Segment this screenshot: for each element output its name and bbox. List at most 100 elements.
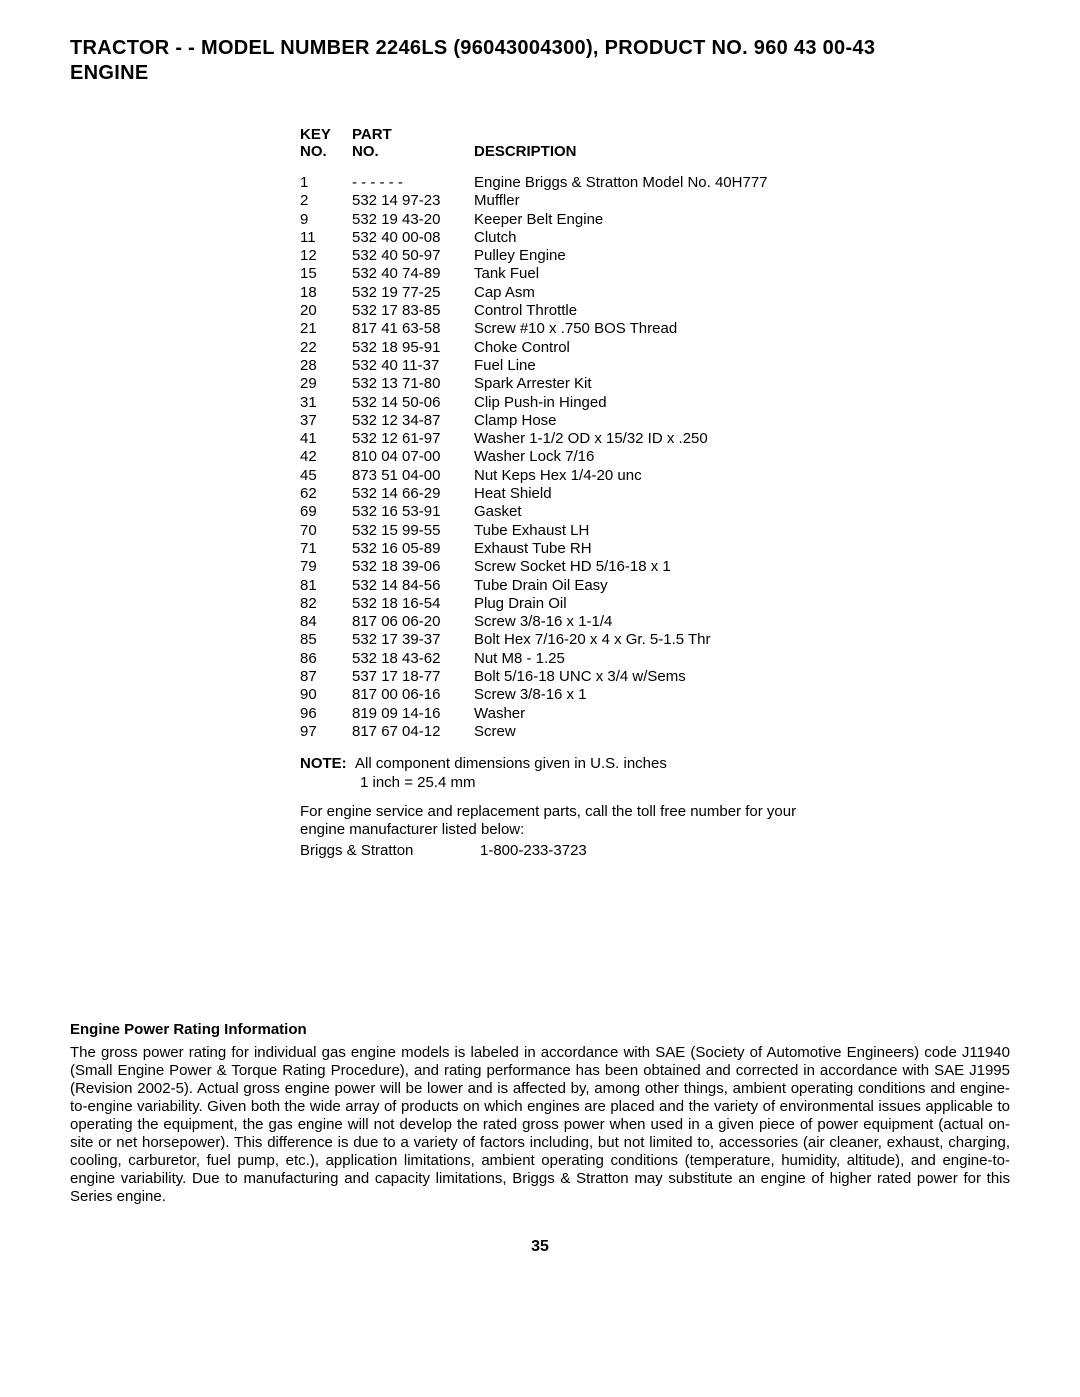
cell-key: 31 bbox=[300, 394, 352, 412]
cell-key: 82 bbox=[300, 595, 352, 613]
cell-part: 532 13 71-80 bbox=[352, 375, 474, 393]
table-row: 87537 17 18-77Bolt 5/16-18 UNC x 3/4 w/S… bbox=[300, 668, 800, 686]
table-row: 69532 16 53-91Gasket bbox=[300, 503, 800, 521]
table-row: 12532 40 50-97Pulley Engine bbox=[300, 247, 800, 265]
cell-part: 532 14 66-29 bbox=[352, 485, 474, 503]
cell-desc: Screw 3/8-16 x 1-1/4 bbox=[474, 613, 800, 631]
cell-key: 84 bbox=[300, 613, 352, 631]
cell-desc: Tube Exhaust LH bbox=[474, 522, 800, 540]
cell-part: 532 17 39-37 bbox=[352, 631, 474, 649]
service-brand: Briggs & Stratton bbox=[300, 842, 480, 861]
cell-desc: Muffler bbox=[474, 192, 800, 210]
cell-desc: Nut Keps Hex 1/4-20 unc bbox=[474, 467, 800, 485]
cell-part: 532 14 97-23 bbox=[352, 192, 474, 210]
cell-key: 97 bbox=[300, 723, 352, 741]
title-line-2: ENGINE bbox=[70, 62, 148, 84]
cell-part: 532 40 50-97 bbox=[352, 247, 474, 265]
cell-key: 96 bbox=[300, 705, 352, 723]
cell-key: 69 bbox=[300, 503, 352, 521]
cell-part: 819 09 14-16 bbox=[352, 705, 474, 723]
cell-part: 817 06 06-20 bbox=[352, 613, 474, 631]
cell-part: 532 15 99-55 bbox=[352, 522, 474, 540]
cell-part: 532 40 74-89 bbox=[352, 265, 474, 283]
cell-desc: Exhaust Tube RH bbox=[474, 540, 800, 558]
cell-part: 532 18 95-91 bbox=[352, 339, 474, 357]
table-row: 37532 12 34-87Clamp Hose bbox=[300, 412, 800, 430]
cell-desc: Washer bbox=[474, 705, 800, 723]
cell-part: 537 17 18-77 bbox=[352, 668, 474, 686]
cell-desc: Gasket bbox=[474, 503, 800, 521]
cell-desc: Washer Lock 7/16 bbox=[474, 448, 800, 466]
cell-key: 15 bbox=[300, 265, 352, 283]
cell-desc: Screw Socket HD 5/16-18 x 1 bbox=[474, 558, 800, 576]
cell-key: 85 bbox=[300, 631, 352, 649]
cell-part: 873 51 04-00 bbox=[352, 467, 474, 485]
cell-desc: Washer 1-1/2 OD x 15/32 ID x .250 bbox=[474, 430, 800, 448]
table-row: 41532 12 61-97Washer 1-1/2 OD x 15/32 ID… bbox=[300, 430, 800, 448]
cell-desc: Clamp Hose bbox=[474, 412, 800, 430]
note-block: NOTE: All component dimensions given in … bbox=[300, 755, 800, 793]
table-row: 1- - - - - -Engine Briggs & Stratton Mod… bbox=[300, 174, 800, 192]
cell-desc: Screw #10 x .750 BOS Thread bbox=[474, 320, 800, 338]
cell-key: 37 bbox=[300, 412, 352, 430]
cell-key: 41 bbox=[300, 430, 352, 448]
page-title: TRACTOR - - MODEL NUMBER 2246LS (9604300… bbox=[70, 36, 1010, 86]
note-line-2: 1 inch = 25.4 mm bbox=[360, 774, 475, 791]
cell-desc: Screw 3/8-16 x 1 bbox=[474, 686, 800, 704]
table-row: 82532 18 16-54Plug Drain Oil bbox=[300, 595, 800, 613]
cell-desc: Tank Fuel bbox=[474, 265, 800, 283]
cell-part: 817 00 06-16 bbox=[352, 686, 474, 704]
cell-desc: Choke Control bbox=[474, 339, 800, 357]
cell-desc: Nut M8 - 1.25 bbox=[474, 650, 800, 668]
cell-part: 532 14 50-06 bbox=[352, 394, 474, 412]
cell-desc: Pulley Engine bbox=[474, 247, 800, 265]
table-row: 18532 19 77-25Cap Asm bbox=[300, 284, 800, 302]
cell-part: 532 40 11-37 bbox=[352, 357, 474, 375]
cell-part: 532 19 77-25 bbox=[352, 284, 474, 302]
table-row: 42810 04 07-00Washer Lock 7/16 bbox=[300, 448, 800, 466]
cell-key: 18 bbox=[300, 284, 352, 302]
table-row: 62532 14 66-29Heat Shield bbox=[300, 485, 800, 503]
cell-part: - - - - - - bbox=[352, 174, 474, 192]
power-rating-block: Engine Power Rating Information The gros… bbox=[70, 1021, 1010, 1206]
cell-key: 22 bbox=[300, 339, 352, 357]
power-rating-text: The gross power rating for individual ga… bbox=[70, 1044, 1010, 1206]
parts-table: KEYNO. PARTNO. DESCRIPTION 1- - - - - -E… bbox=[300, 126, 800, 741]
cell-part: 532 17 83-85 bbox=[352, 302, 474, 320]
table-row: 79532 18 39-06Screw Socket HD 5/16-18 x … bbox=[300, 558, 800, 576]
cell-part: 532 40 00-08 bbox=[352, 229, 474, 247]
table-row: 45873 51 04-00Nut Keps Hex 1/4-20 unc bbox=[300, 467, 800, 485]
cell-key: 9 bbox=[300, 211, 352, 229]
cell-part: 532 18 16-54 bbox=[352, 595, 474, 613]
cell-desc: Tube Drain Oil Easy bbox=[474, 577, 800, 595]
table-row: 71532 16 05-89Exhaust Tube RH bbox=[300, 540, 800, 558]
table-row: 70532 15 99-55Tube Exhaust LH bbox=[300, 522, 800, 540]
cell-part: 532 18 39-06 bbox=[352, 558, 474, 576]
cell-key: 81 bbox=[300, 577, 352, 595]
table-row: 90817 00 06-16Screw 3/8-16 x 1 bbox=[300, 686, 800, 704]
header-part-no: PARTNO. bbox=[352, 126, 474, 160]
cell-desc: Plug Drain Oil bbox=[474, 595, 800, 613]
table-row: 15532 40 74-89Tank Fuel bbox=[300, 265, 800, 283]
cell-part: 532 14 84-56 bbox=[352, 577, 474, 595]
cell-desc: Control Throttle bbox=[474, 302, 800, 320]
cell-key: 87 bbox=[300, 668, 352, 686]
table-row: 85532 17 39-37Bolt Hex 7/16-20 x 4 x Gr.… bbox=[300, 631, 800, 649]
cell-part: 532 12 61-97 bbox=[352, 430, 474, 448]
cell-key: 79 bbox=[300, 558, 352, 576]
cell-key: 11 bbox=[300, 229, 352, 247]
cell-part: 817 41 63-58 bbox=[352, 320, 474, 338]
service-block: For engine service and replacement parts… bbox=[300, 803, 800, 861]
cell-part: 532 16 05-89 bbox=[352, 540, 474, 558]
table-row: 86532 18 43-62Nut M8 - 1.25 bbox=[300, 650, 800, 668]
table-row: 97817 67 04-12Screw bbox=[300, 723, 800, 741]
cell-key: 1 bbox=[300, 174, 352, 192]
cell-key: 70 bbox=[300, 522, 352, 540]
service-text: For engine service and replacement parts… bbox=[300, 803, 800, 841]
cell-key: 71 bbox=[300, 540, 352, 558]
header-key-no: KEYNO. bbox=[300, 126, 352, 160]
cell-key: 62 bbox=[300, 485, 352, 503]
cell-part: 532 16 53-91 bbox=[352, 503, 474, 521]
cell-key: 42 bbox=[300, 448, 352, 466]
table-row: 11532 40 00-08Clutch bbox=[300, 229, 800, 247]
